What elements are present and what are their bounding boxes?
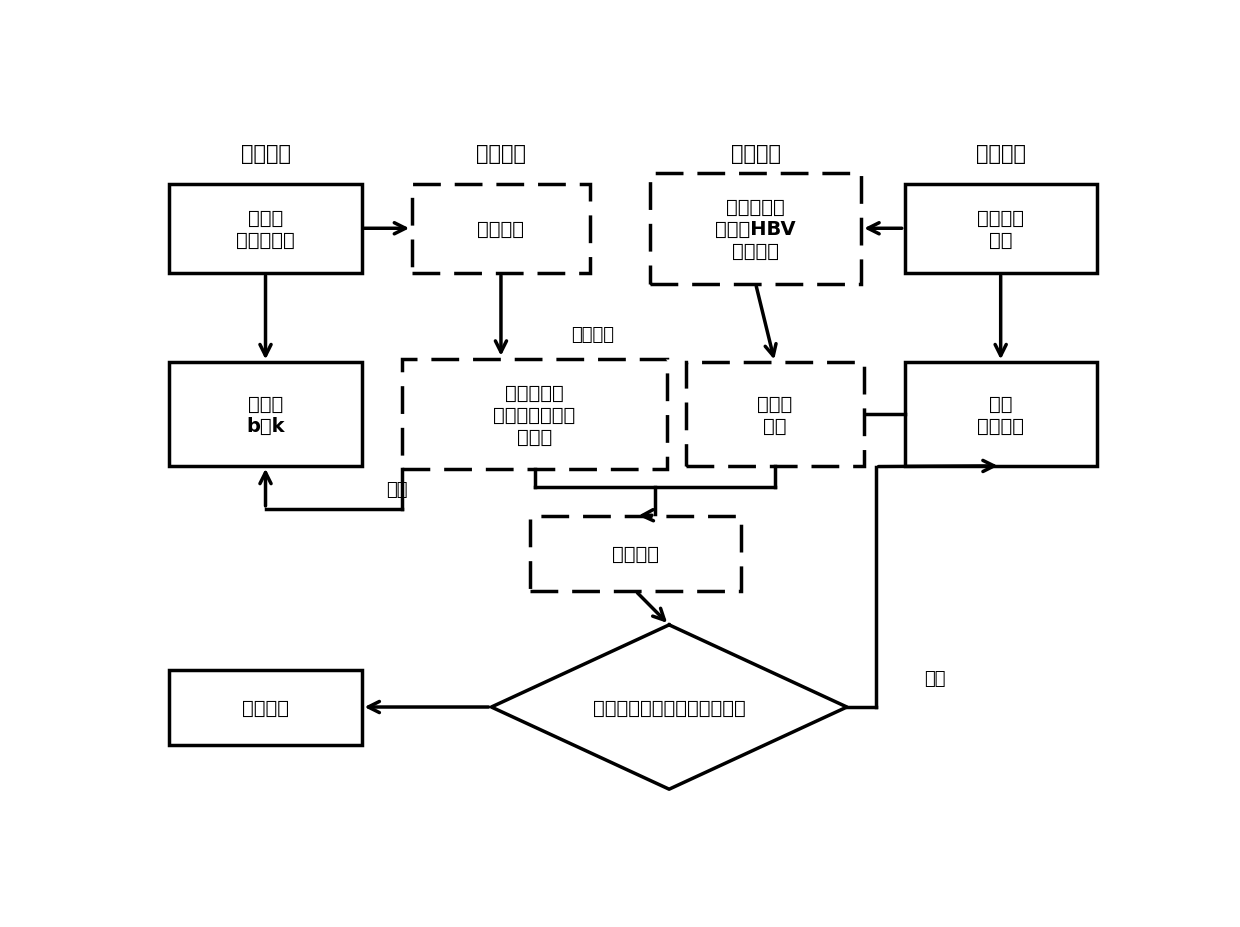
Text: 优化: 优化 xyxy=(386,480,407,499)
Text: 参数
网格分类: 参数 网格分类 xyxy=(977,394,1024,435)
FancyBboxPatch shape xyxy=(170,362,362,466)
Text: 蜥散发
产流: 蜥散发 产流 xyxy=(758,394,792,435)
Text: 输入数据: 输入数据 xyxy=(976,144,1025,163)
Text: 输入数据: 输入数据 xyxy=(241,144,290,163)
FancyBboxPatch shape xyxy=(170,670,362,744)
FancyBboxPatch shape xyxy=(403,360,667,470)
Text: 参数：
b，k: 参数： b，k xyxy=(247,394,285,435)
Text: 对比水文要素模拟値与实测値: 对比水文要素模拟値与实测値 xyxy=(593,698,745,717)
Text: 降雨量
径流实测値: 降雨量 径流实测値 xyxy=(236,209,295,249)
FancyBboxPatch shape xyxy=(905,362,1096,466)
FancyBboxPatch shape xyxy=(686,362,864,466)
Text: 添加有冰川
模块的HBV
产流模型: 添加有冰川 模块的HBV 产流模型 xyxy=(715,197,796,260)
FancyBboxPatch shape xyxy=(650,173,862,285)
FancyBboxPatch shape xyxy=(529,516,742,591)
Text: 垂直过程: 垂直过程 xyxy=(730,144,781,163)
Text: 有效降雨量
地表径流与基流
单位线: 有效降雨量 地表径流与基流 单位线 xyxy=(494,383,575,446)
Text: 河网汇流: 河网汇流 xyxy=(613,544,658,564)
Text: 输出数据: 输出数据 xyxy=(570,325,614,343)
Text: 优化: 优化 xyxy=(924,669,945,688)
Text: 水平过程: 水平过程 xyxy=(476,144,526,163)
Text: 汇流模型: 汇流模型 xyxy=(477,220,525,238)
Text: 模拟结果: 模拟结果 xyxy=(242,698,289,717)
Text: 气象驱动
数据: 气象驱动 数据 xyxy=(977,209,1024,249)
FancyBboxPatch shape xyxy=(412,184,590,273)
FancyBboxPatch shape xyxy=(905,184,1096,273)
FancyBboxPatch shape xyxy=(170,184,362,273)
Polygon shape xyxy=(491,625,847,790)
